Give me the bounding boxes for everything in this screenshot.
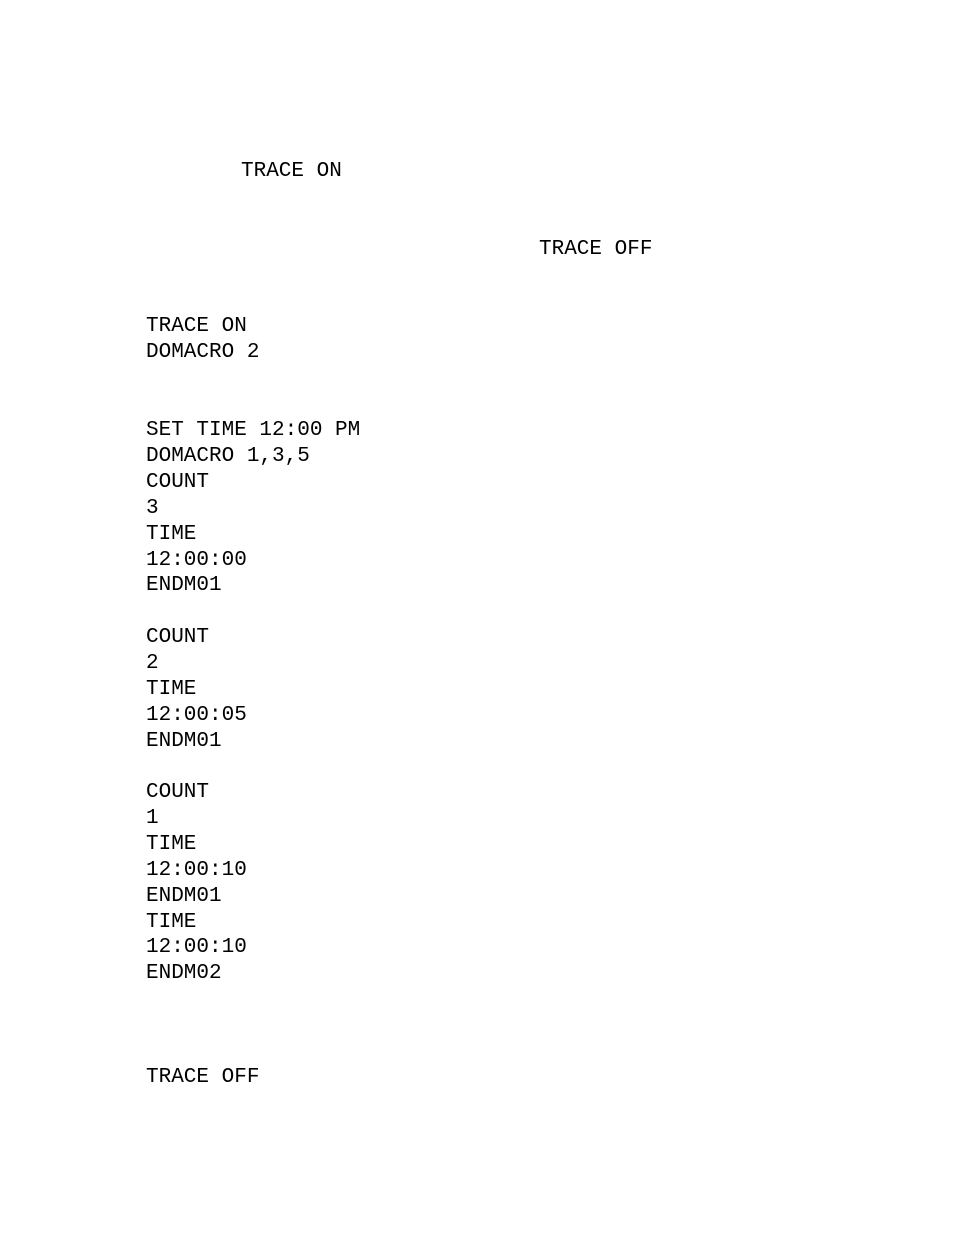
- text-line: COUNT: [146, 780, 209, 806]
- text-line: 1: [146, 806, 159, 832]
- text-line: ENDM01: [146, 573, 222, 599]
- text-line: ENDM01: [146, 884, 222, 910]
- text-line: SET TIME 12:00 PM: [146, 418, 360, 444]
- text-line: TRACE ON: [241, 159, 342, 185]
- text-line: DOMACRO 1,3,5: [146, 444, 310, 470]
- text-line: 12:00:10: [146, 858, 247, 884]
- text-line: TRACE OFF: [539, 237, 652, 263]
- text-line: COUNT: [146, 470, 209, 496]
- text-line: TRACE OFF: [146, 1065, 259, 1091]
- text-line: 2: [146, 651, 159, 677]
- text-line: DOMACRO 2: [146, 340, 259, 366]
- text-line: TRACE ON: [146, 314, 247, 340]
- text-line: TIME: [146, 677, 196, 703]
- text-line: COUNT: [146, 625, 209, 651]
- text-line: ENDM01: [146, 729, 222, 755]
- text-line: 12:00:10: [146, 935, 247, 961]
- text-line: 12:00:00: [146, 548, 247, 574]
- text-line: TIME: [146, 910, 196, 936]
- text-line: ENDM02: [146, 961, 222, 987]
- text-line: TIME: [146, 522, 196, 548]
- text-line: TIME: [146, 832, 196, 858]
- document-page: TRACE ON TRACE OFF TRACE ON DOMACRO 2 SE…: [0, 0, 954, 1235]
- text-line: 12:00:05: [146, 703, 247, 729]
- text-line: 3: [146, 496, 159, 522]
